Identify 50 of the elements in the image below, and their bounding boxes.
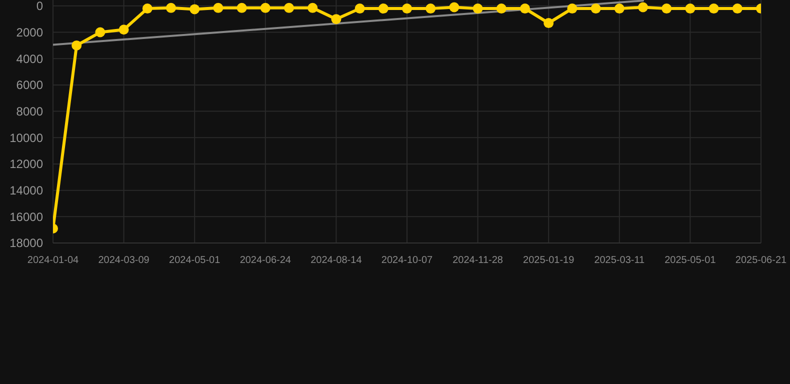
y-tick-label: 0 xyxy=(36,0,44,14)
point xyxy=(142,4,152,14)
point xyxy=(308,2,318,13)
point xyxy=(72,40,82,50)
x-tick-label: 2024-06-24 xyxy=(240,255,292,266)
x-tick-label: 2024-11-28 xyxy=(452,255,504,266)
point xyxy=(708,4,719,14)
point xyxy=(590,4,601,14)
x-tick-label: 2024-10-07 xyxy=(381,255,434,266)
y-tick-label: 8000 xyxy=(16,104,44,118)
point xyxy=(284,2,294,13)
point xyxy=(213,2,224,13)
y-tick-label: 4000 xyxy=(16,52,44,66)
point xyxy=(496,4,506,14)
x-tick-label: 2025-01-19 xyxy=(523,255,575,266)
point xyxy=(118,24,129,35)
x-tick-label: 2024-05-01 xyxy=(169,255,221,266)
x-tick-label: 2024-01-04 xyxy=(27,255,80,266)
point xyxy=(662,4,672,14)
point xyxy=(732,4,742,14)
point xyxy=(544,18,554,28)
point xyxy=(426,4,436,14)
x-tick-label: 2025-05-01 xyxy=(664,255,716,266)
y-tick-label: 16000 xyxy=(10,210,44,224)
point xyxy=(95,27,106,38)
point xyxy=(520,4,530,14)
x-tick-label: 2024-03-09 xyxy=(98,255,150,266)
point xyxy=(236,2,247,13)
x-tick-label: 2025-03-11 xyxy=(594,255,646,266)
point xyxy=(166,2,176,13)
y-tick-label: 10000 xyxy=(10,130,44,145)
point xyxy=(378,4,388,14)
point xyxy=(449,2,460,12)
y-tick-label: 18000 xyxy=(10,236,44,250)
point xyxy=(260,2,270,13)
y-tick-label: 14000 xyxy=(10,184,44,198)
point xyxy=(402,4,412,14)
point xyxy=(354,4,365,14)
y-tick-label: 2000 xyxy=(16,25,44,40)
point xyxy=(567,4,578,14)
point xyxy=(638,2,648,12)
x-tick-label: 2025-06-21 xyxy=(735,255,788,266)
point xyxy=(190,4,200,14)
y-tick-label: 12000 xyxy=(10,157,44,172)
y-tick-label: 6000 xyxy=(16,78,44,92)
x-tick-label: 2024-08-14 xyxy=(310,255,362,266)
point xyxy=(685,4,696,14)
point xyxy=(614,4,624,14)
point xyxy=(331,14,342,24)
point xyxy=(472,4,483,14)
